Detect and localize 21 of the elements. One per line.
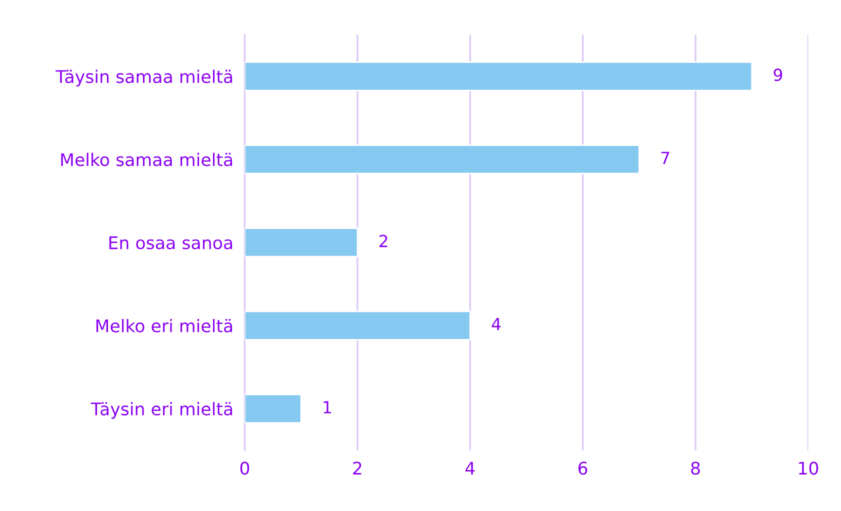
y-tick-label: Täysin eri mieltä: [90, 402, 232, 419]
bar: [244, 61, 753, 92]
x-tick-label: 8: [691, 462, 700, 475]
bar: [244, 144, 640, 174]
x-tick-label: 10: [799, 462, 818, 475]
x-tick-label: 6: [578, 462, 588, 475]
bar: [244, 394, 302, 424]
x-tick-label: 2: [353, 462, 362, 474]
bar: [244, 228, 358, 258]
data-label: 2: [379, 234, 388, 248]
data-label: 1: [324, 401, 331, 414]
x-tick-label: 0: [240, 462, 250, 475]
y-tick-label: Melko samaa mieltä: [61, 152, 232, 166]
y-tick-label: En osaa sanoa: [109, 236, 232, 250]
y-tick-label: Täysin samaa mieltä: [56, 70, 232, 86]
y-tick-label: Melko eri mieltä: [96, 318, 232, 332]
x-tick-label: 4: [465, 462, 475, 474]
data-label: 4: [492, 318, 501, 330]
bar: [244, 310, 471, 340]
data-label: 7: [661, 152, 670, 164]
data-label: 9: [774, 68, 782, 82]
